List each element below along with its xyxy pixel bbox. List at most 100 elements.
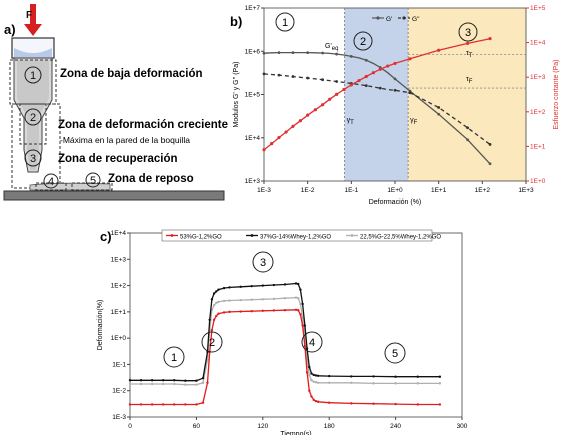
series-2-point (262, 72, 266, 76)
c-zone-2-number: 2 (209, 337, 215, 349)
series-3-point (128, 382, 132, 386)
series-1-point (305, 371, 309, 374)
x-axis-label: Tiempo(s) (280, 431, 311, 435)
series-2-point (250, 284, 253, 288)
series-1-point (335, 52, 339, 56)
x-tick-label: 1E+0 (387, 187, 403, 194)
series-3-point (173, 382, 176, 386)
legend-label-2: 37%G-14%Whey-1,2%GO (260, 234, 331, 240)
y2-axis-label: Esfuerzo cortante (Pa) (553, 59, 560, 129)
legend-g1-marker (376, 16, 380, 20)
series-3-point (328, 381, 331, 385)
series-3-point (466, 41, 470, 45)
series-2-point (372, 375, 375, 378)
series-line-1 (263, 51, 491, 165)
series-2-point (466, 126, 470, 130)
legend-marker-2 (250, 234, 254, 237)
series-3-point (162, 382, 165, 386)
panel-c-letter: c) (100, 229, 112, 244)
series-1-point (308, 389, 311, 392)
y2-tick-label: 1E+1 (530, 143, 546, 150)
series-3-point (299, 302, 302, 306)
series-1-point (393, 77, 397, 81)
series-2-point (210, 298, 214, 301)
series-2-point (393, 88, 397, 92)
panel-b-letter: b) (230, 14, 242, 29)
series-1-point (314, 399, 318, 403)
x-axis-label: Deformación (%) (369, 199, 422, 206)
series-1-point (201, 401, 205, 404)
legend-g1-label: G' (386, 16, 392, 23)
series-2-point (350, 375, 353, 378)
chart-b: 1E-3 1E-2 1E-1 1E+0 1E+1 1E+2 1E+3 1E+3 1E+4 1E+5… (230, 5, 560, 206)
zone-2-number: 2 (30, 112, 36, 124)
series-3-point (335, 92, 339, 96)
chart-c: 0 60 120 180 240 300 1E-3 1E-2 1E-1 1E+0 1E+1 1E+2 1… (97, 229, 468, 435)
series-3-point (184, 383, 187, 386)
series-3-point (437, 48, 441, 52)
series-3-point (297, 297, 300, 300)
series-3-point (349, 83, 353, 87)
series-1-point (173, 403, 176, 406)
series-2-point (328, 374, 331, 378)
y-tick-label: 1E+4 (245, 135, 261, 142)
x-tick-label: 1E+1 (431, 187, 447, 194)
series-1-point (349, 55, 353, 58)
series-3-point (316, 381, 320, 385)
c-zone-1-number: 1 (171, 352, 177, 364)
series-2-point (297, 282, 300, 286)
series-1-point (222, 311, 226, 314)
series-2-point (184, 379, 187, 382)
series-2-point (312, 373, 315, 377)
series-3-point (328, 97, 332, 101)
series-2-point (162, 379, 165, 382)
series-3-point (228, 299, 231, 302)
y-tick-label: 1E+1 (111, 309, 127, 316)
series-2-point (195, 379, 198, 382)
y-tick-label: 1E+7 (245, 5, 261, 12)
series-3-point (261, 298, 264, 301)
series-2-point (305, 347, 309, 350)
series-3-point (308, 373, 311, 377)
series-3-point (321, 103, 325, 107)
c-zone-3-number: 3 (260, 257, 266, 269)
series-1-point (301, 324, 304, 327)
y-tick-label: 1E+4 (111, 230, 127, 237)
band-1 (344, 8, 409, 181)
series-2-point (301, 302, 304, 306)
series-2-point (299, 288, 302, 291)
series-1-point (215, 314, 218, 318)
series-1-point (438, 403, 442, 406)
series-2-point (314, 374, 318, 377)
series-1-point (316, 400, 320, 403)
series-line-2 (263, 73, 491, 145)
series-3-point (393, 61, 397, 66)
zone-2-sublabel: -Máxima en la pared de la boquilla (60, 135, 190, 145)
series-1-point (437, 112, 441, 116)
series-2-point (272, 283, 276, 287)
series-1-point (239, 310, 242, 313)
series-3-point (416, 382, 419, 385)
series-1-point (217, 312, 220, 315)
series-2-point (335, 80, 339, 83)
series-2-point (416, 375, 419, 378)
series-3-point (312, 380, 315, 383)
x-tick-label: 1E+2 (475, 187, 491, 194)
legend-g2-marker (402, 16, 406, 20)
b-zone-3-number: 3 (465, 27, 471, 39)
series-2-point (394, 375, 397, 378)
series-2-point (215, 290, 218, 293)
force-arrow-icon (24, 4, 42, 36)
zone-4-number: 4 (48, 176, 54, 188)
x-tick-label: 1E+3 (518, 187, 534, 194)
series-2-point (150, 379, 154, 382)
series-1-point (162, 403, 165, 406)
x-tick-label: 300 (457, 423, 468, 430)
plot-frame (129, 232, 463, 418)
y-tick-label: 1E+3 (245, 178, 261, 185)
zone-2-label: Zona de deformación creciente (58, 119, 228, 131)
series-1-point (272, 309, 276, 312)
series-1-point (372, 402, 375, 405)
series-1-point (312, 398, 315, 402)
series-2-point (139, 379, 143, 382)
